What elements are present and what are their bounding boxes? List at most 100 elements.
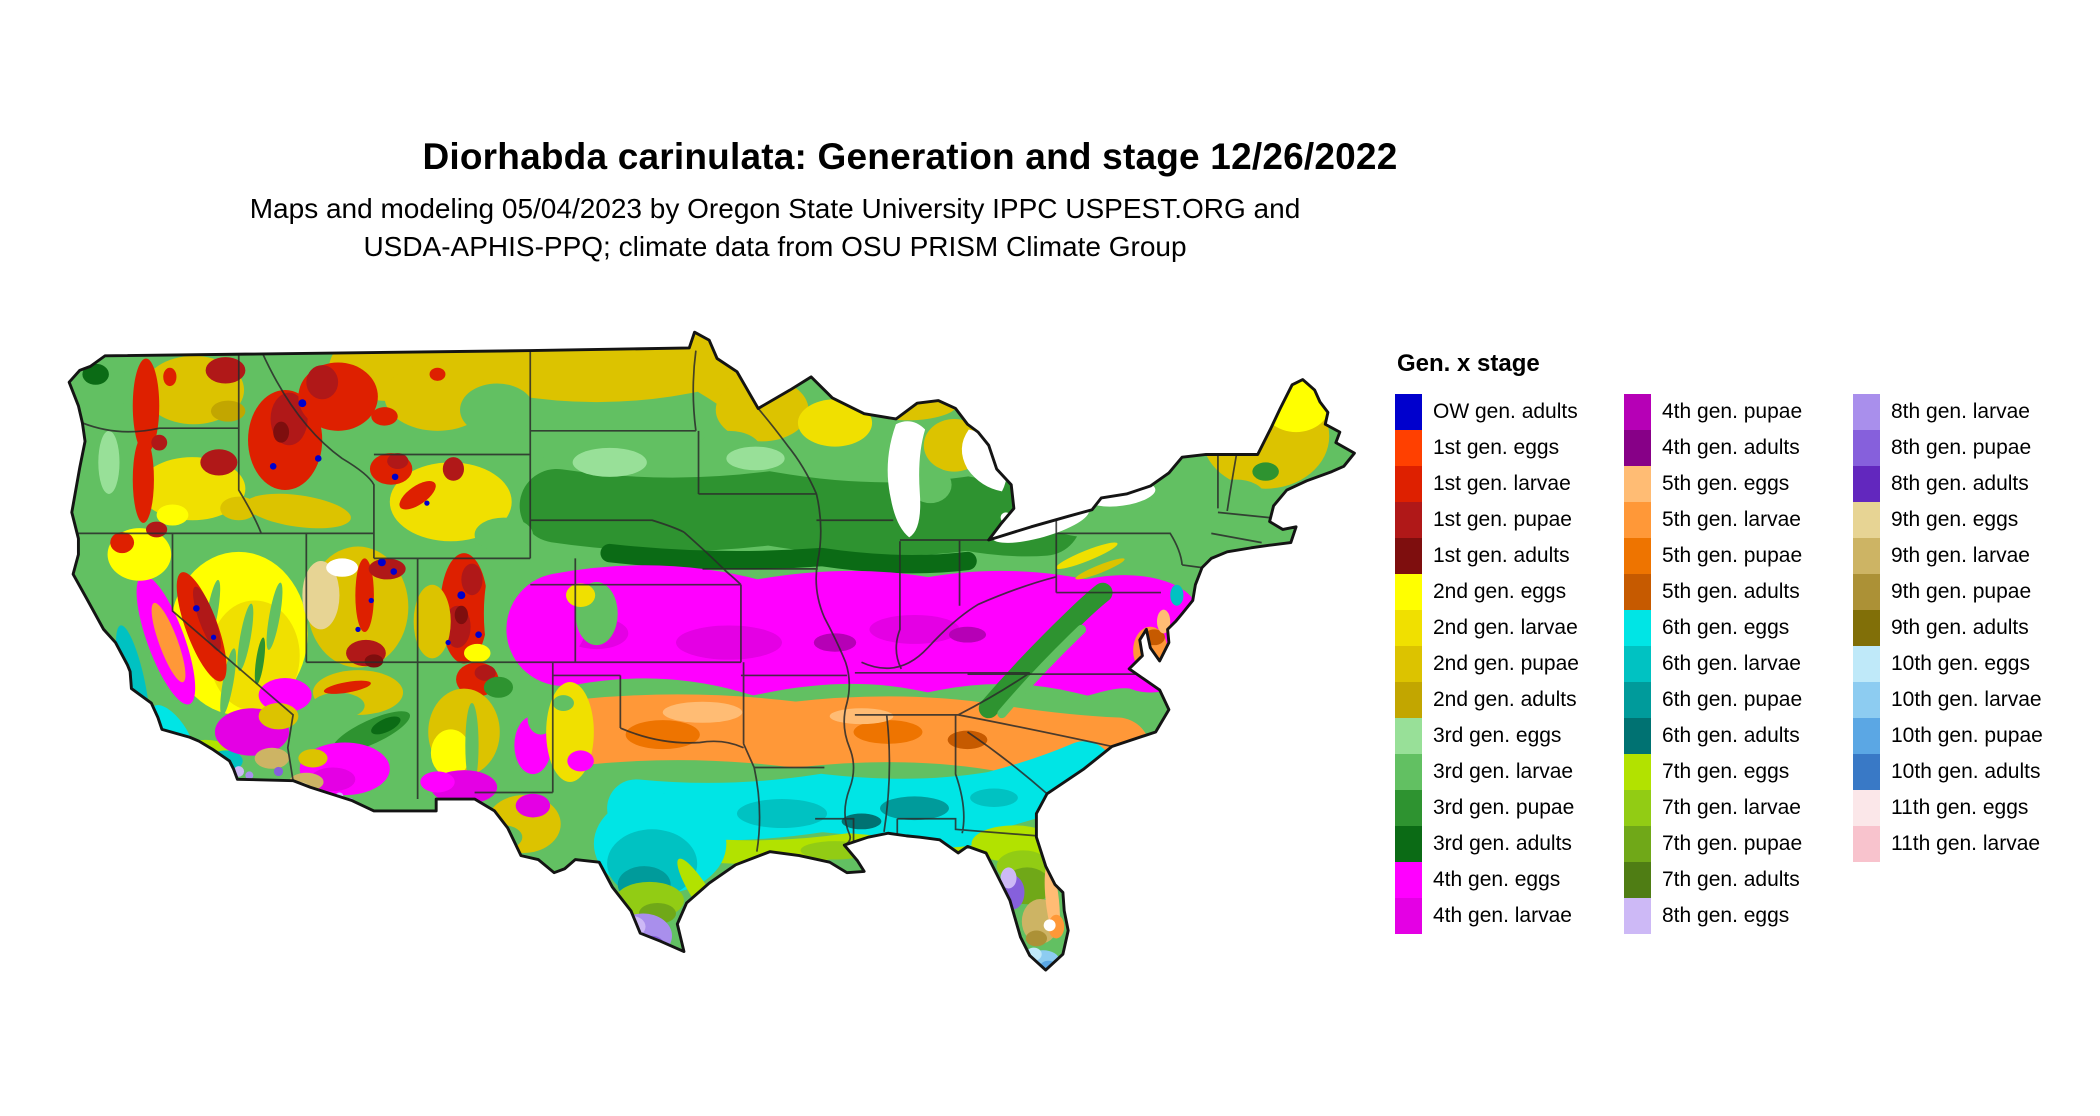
legend-label: 3rd gen. eggs xyxy=(1433,724,1562,747)
legend-label: 6th gen. adults xyxy=(1662,724,1800,747)
legend-swatch-g1_adults xyxy=(1395,538,1422,574)
legend-item: 10th gen. larvae xyxy=(1853,682,2082,718)
legend-item: 3rd gen. eggs xyxy=(1395,718,1624,754)
legend-swatch-g4_larvae xyxy=(1395,898,1422,934)
legend-swatch-g4_adults xyxy=(1624,430,1651,466)
lake-michigan xyxy=(887,421,926,538)
legend-item: 8th gen. larvae xyxy=(1853,394,2082,430)
legend-item: 5th gen. adults xyxy=(1624,574,1853,610)
legend-item: 7th gen. adults xyxy=(1624,862,1853,898)
legend-label: 8th gen. adults xyxy=(1891,472,2029,495)
band-3rd-gen-pupae xyxy=(519,468,1082,557)
legend-swatch-g4_pupae xyxy=(1624,394,1651,430)
legend-swatch-g7_pupae xyxy=(1624,826,1651,862)
legend-column-3: 8th gen. larvae 8th gen. pupae 8th gen. ad… xyxy=(1853,394,2082,934)
legend-item: 11th gen. eggs xyxy=(1853,790,2082,826)
legend-label: 7th gen. adults xyxy=(1662,868,1800,891)
legend-item: 4th gen. larvae xyxy=(1395,898,1624,934)
legend-swatch-g7_adults xyxy=(1624,862,1651,898)
legend-item: 8th gen. pupae xyxy=(1853,430,2082,466)
legend-swatch-g3_larvae xyxy=(1395,754,1422,790)
legend-item: 6th gen. pupae xyxy=(1624,682,1853,718)
legend-swatch-g10_eggs xyxy=(1853,646,1880,682)
legend-label: 4th gen. eggs xyxy=(1433,868,1561,891)
figure-title: Diorhabda carinulata: Generation and sta… xyxy=(422,136,1398,177)
legend-swatch-g8_adults xyxy=(1853,466,1880,502)
legend-label: 1st gen. adults xyxy=(1433,544,1570,567)
legend-swatch-g6_eggs xyxy=(1624,610,1651,646)
legend-label: 8th gen. eggs xyxy=(1662,904,1790,927)
legend-label: 7th gen. pupae xyxy=(1662,832,1803,855)
legend-swatch-g5_adults xyxy=(1624,574,1651,610)
legend-swatch-g3_pupae xyxy=(1395,790,1422,826)
legend-label: 4th gen. larvae xyxy=(1433,904,1572,927)
legend-item: 2nd gen. eggs xyxy=(1395,574,1624,610)
legend-item: 5th gen. larvae xyxy=(1624,502,1853,538)
legend-label: 10th gen. pupae xyxy=(1891,724,2043,747)
legend-columns: OW gen. adults 1st gen. eggs 1st gen. larv… xyxy=(1395,394,2082,934)
legend-swatch-g10_pupae xyxy=(1853,718,1880,754)
legend-item: 1st gen. larvae xyxy=(1395,466,1624,502)
legend-title: Gen. x stage xyxy=(1397,350,1540,377)
legend-item: 9th gen. adults xyxy=(1853,610,2082,646)
legend-swatch-g6_larvae xyxy=(1624,646,1651,682)
legend-label: 4th gen. adults xyxy=(1662,436,1800,459)
legend-item: 8th gen. adults xyxy=(1853,466,2082,502)
us-outline xyxy=(67,330,1356,972)
legend-label: 6th gen. pupae xyxy=(1662,688,1803,711)
legend-swatch-g11_larvae xyxy=(1853,826,1880,862)
legend-swatch-g3_eggs xyxy=(1395,718,1422,754)
legend-swatch-g9_larvae xyxy=(1853,538,1880,574)
legend-swatch-g1_larvae xyxy=(1395,466,1422,502)
legend-swatch-g8_larvae xyxy=(1853,394,1880,430)
legend-label: 10th gen. adults xyxy=(1891,760,2041,783)
band-3rd-gen-larvae xyxy=(515,401,869,473)
legend-label: 6th gen. larvae xyxy=(1662,652,1801,675)
legend-swatch-g2_larvae xyxy=(1395,610,1422,646)
legend-swatch-g1_pupae xyxy=(1395,502,1422,538)
legend-label: 1st gen. pupae xyxy=(1433,508,1572,531)
legend-item: 1st gen. pupae xyxy=(1395,502,1624,538)
legend-label: 8th gen. pupae xyxy=(1891,436,2032,459)
legend-item: 7th gen. larvae xyxy=(1624,790,1853,826)
legend-swatch-g8_eggs xyxy=(1624,898,1651,934)
legend-swatch-g7_larvae xyxy=(1624,790,1651,826)
us-map-svg xyxy=(67,330,1356,972)
legend-label: 7th gen. eggs xyxy=(1662,760,1790,783)
legend-swatch-g6_adults xyxy=(1624,718,1651,754)
legend-swatch-g9_adults xyxy=(1853,610,1880,646)
legend-item: OW gen. adults xyxy=(1395,394,1624,430)
legend-item: 11th gen. larvae xyxy=(1853,826,2082,862)
legend-swatch-g8_pupae xyxy=(1853,430,1880,466)
legend-item: 5th gen. pupae xyxy=(1624,538,1853,574)
legend-swatch-g11_eggs xyxy=(1853,790,1880,826)
legend-label: 7th gen. larvae xyxy=(1662,796,1801,819)
legend-label: 5th gen. eggs xyxy=(1662,472,1790,495)
legend-label: 11th gen. larvae xyxy=(1891,832,2041,855)
legend-swatch-g5_eggs xyxy=(1624,466,1651,502)
legend-swatch-g2_pupae xyxy=(1395,646,1422,682)
legend-swatch-g7_eggs xyxy=(1624,754,1651,790)
legend-item: 6th gen. eggs xyxy=(1624,610,1853,646)
legend-swatch-ow_adults xyxy=(1395,394,1422,430)
legend-item: 5th gen. eggs xyxy=(1624,466,1853,502)
legend-label: 3rd gen. adults xyxy=(1433,832,1572,855)
legend-label: 2nd gen. eggs xyxy=(1433,580,1567,603)
legend-item: 4th gen. pupae xyxy=(1624,394,1853,430)
legend-label: 11th gen. eggs xyxy=(1891,796,2029,819)
legend-item: 6th gen. adults xyxy=(1624,718,1853,754)
legend-column-2: 4th gen. pupae 4th gen. adults 5th gen. eg… xyxy=(1624,394,1853,934)
legend-item: 1st gen. eggs xyxy=(1395,430,1624,466)
legend-label: 9th gen. larvae xyxy=(1891,544,2030,567)
legend-item: 9th gen. pupae xyxy=(1853,574,2082,610)
great-salt-lake xyxy=(326,558,358,577)
legend-label: 1st gen. larvae xyxy=(1433,472,1571,495)
legend-label: 9th gen. eggs xyxy=(1891,508,2019,531)
legend-swatch-g9_eggs xyxy=(1853,502,1880,538)
legend-label: 2nd gen. larvae xyxy=(1433,616,1578,639)
legend-item: 2nd gen. larvae xyxy=(1395,610,1624,646)
legend-item: 3rd gen. larvae xyxy=(1395,754,1624,790)
legend-swatch-g6_pupae xyxy=(1624,682,1651,718)
lake-okeechobee xyxy=(1043,919,1056,932)
